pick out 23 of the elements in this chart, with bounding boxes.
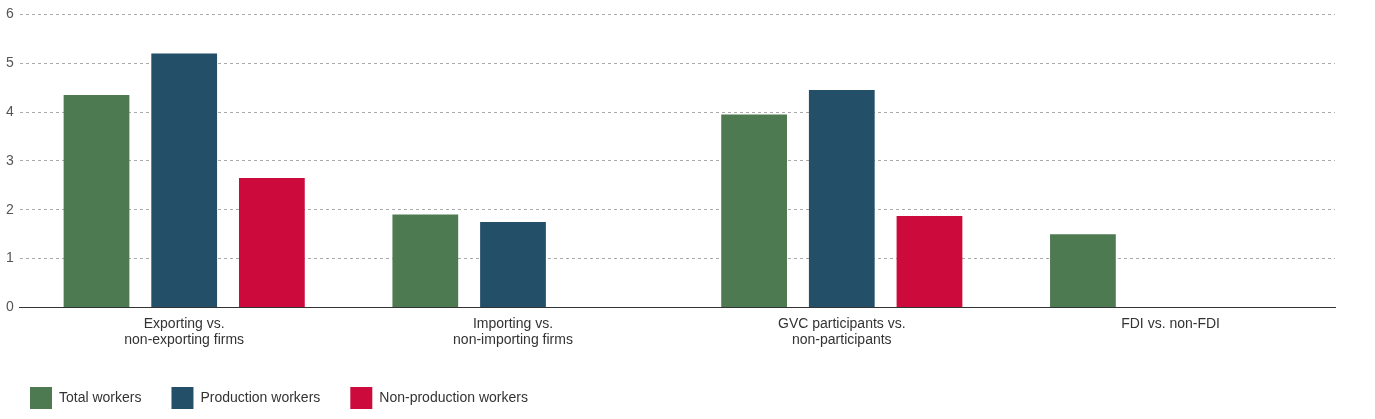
y-tick-label: 1 <box>5 249 14 266</box>
bar <box>721 114 787 307</box>
bar <box>151 53 218 307</box>
y-tick-label: 6 <box>5 5 14 22</box>
bar <box>63 94 130 307</box>
x-tick-label: FDI vs. non-FDI <box>1121 314 1220 331</box>
bar <box>392 214 459 307</box>
y-tick-label: 0 <box>5 298 14 315</box>
bar <box>1050 234 1116 307</box>
y-tick-label: 3 <box>5 151 14 168</box>
y-tick-label: 2 <box>5 200 14 217</box>
y-tick-label: 4 <box>5 102 14 119</box>
bar <box>808 90 875 307</box>
x-tick-label: Exporting vs. non-exporting firms <box>124 314 245 348</box>
legend-label: Total workers <box>59 388 142 405</box>
bar <box>238 177 305 307</box>
x-tick-label: GVC participants vs. non-participants <box>777 314 906 348</box>
bar <box>480 221 546 307</box>
bar <box>896 216 963 307</box>
legend-label: Non-production workers <box>379 388 528 405</box>
x-tick-label: Importing vs. non-importing firms <box>453 314 573 348</box>
legend-label: Production workers <box>200 388 321 405</box>
y-tick-label: 5 <box>5 54 14 71</box>
